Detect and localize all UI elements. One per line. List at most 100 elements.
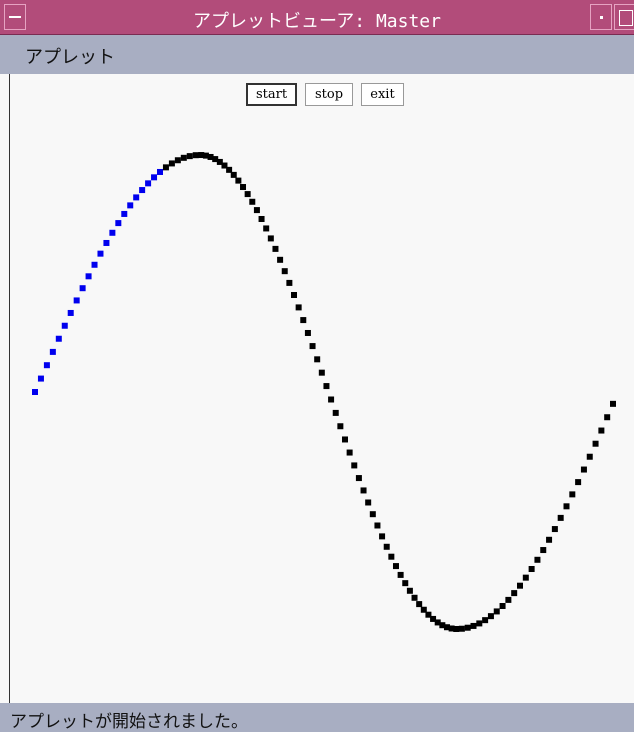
wave-dot (511, 590, 518, 597)
exit-button[interactable]: exit (361, 83, 404, 106)
wave-dot (575, 479, 582, 486)
wave-dot (374, 522, 381, 529)
wave-dot (534, 556, 541, 563)
wave-dot (420, 606, 427, 613)
wave-dot (37, 375, 44, 382)
wave-dot (453, 625, 460, 632)
wave-dot (300, 317, 307, 324)
wave-dot (392, 563, 399, 570)
wave-dot (230, 171, 237, 178)
stop-button[interactable]: stop (305, 83, 353, 106)
wave-dot (61, 322, 68, 329)
wave-dot (216, 158, 223, 165)
wave-dot (67, 309, 74, 316)
wave-dot (397, 571, 404, 578)
wave-dot (272, 245, 279, 252)
wave-dot (168, 160, 175, 167)
wave-dot (85, 273, 92, 280)
wave-dot (470, 622, 477, 629)
status-text: アプレットが開始されました。 (10, 712, 248, 732)
applet-area (9, 74, 634, 703)
wave-dot (221, 162, 228, 169)
wave-dot (586, 453, 593, 460)
wave-dot (388, 553, 395, 560)
wave-dot (604, 414, 611, 421)
wave-dot (430, 615, 437, 622)
wave-dot (522, 574, 529, 581)
wave-dot (337, 423, 344, 430)
wave-dot (291, 292, 298, 299)
wave-dot (434, 619, 441, 626)
menu-bar: アプレット (0, 35, 634, 74)
window-title: アプレットビューア: Master (193, 11, 441, 32)
wave-dot (43, 362, 50, 369)
wave-dot (139, 187, 146, 194)
wave-dot (192, 152, 199, 159)
wave-dot (383, 543, 390, 550)
wave-dot (162, 164, 169, 171)
wave-dot (402, 580, 409, 587)
wave-dot (487, 613, 494, 620)
wave-dot (235, 177, 242, 184)
wave-dot (32, 389, 38, 395)
wave-dot (505, 596, 512, 603)
wave-dot (207, 153, 214, 160)
wave-dot (546, 536, 553, 543)
wave-dot (448, 625, 455, 632)
wave-dot (379, 533, 386, 540)
wave-dot (493, 608, 500, 615)
wave-dot (314, 356, 321, 363)
wave-dot (115, 220, 122, 227)
wave-dot (127, 202, 134, 209)
title-bar: アプレットビューア: Master (0, 0, 634, 35)
wave-dot (458, 625, 465, 632)
wave-dot (253, 207, 260, 214)
wave-dot (226, 166, 233, 173)
wave-dot (286, 279, 293, 286)
wave-dot (318, 369, 325, 376)
wave-dot (244, 191, 251, 198)
wave-dot (464, 624, 471, 631)
wave-dot (151, 174, 158, 181)
wave-dot (109, 229, 116, 236)
wave-dot (360, 487, 367, 494)
wave-dot (476, 620, 483, 627)
wave-dot (482, 617, 489, 624)
wave-dot (91, 261, 98, 268)
wave-dot (156, 168, 163, 175)
wave-dot (309, 343, 316, 350)
wave-dot (267, 235, 274, 242)
wave-dot (55, 335, 62, 342)
wave-dot (281, 268, 288, 275)
wave-dot (277, 256, 284, 263)
wave-dot (425, 611, 432, 618)
wave-dot (516, 582, 523, 589)
wave-dot (341, 436, 348, 443)
wave-dot (304, 329, 311, 336)
start-button[interactable]: start (246, 83, 297, 106)
wave-dot (411, 594, 418, 601)
wave-dot (528, 566, 535, 573)
wave-dot (557, 514, 564, 521)
wave-dot (569, 491, 576, 498)
wave-dot (145, 180, 152, 187)
wave-dot (499, 603, 506, 610)
wave-dot (212, 156, 219, 163)
window-menu-button[interactable] (4, 4, 26, 30)
wave-dot (365, 499, 372, 506)
maximize-button[interactable] (614, 4, 634, 30)
wave-dot (73, 297, 80, 304)
status-bar: アプレットが開始されました。 (0, 703, 634, 732)
menu-item[interactable]: アプレット (25, 47, 115, 68)
wave-dot (551, 526, 558, 533)
wave-dot (198, 152, 205, 159)
wave-dot (351, 462, 358, 469)
wave-dot (610, 400, 616, 407)
minimize-button[interactable] (590, 4, 612, 30)
wave-dot (186, 153, 193, 160)
wave-dot (79, 285, 86, 292)
wave-dot (346, 449, 353, 456)
wave-dot (332, 409, 339, 416)
